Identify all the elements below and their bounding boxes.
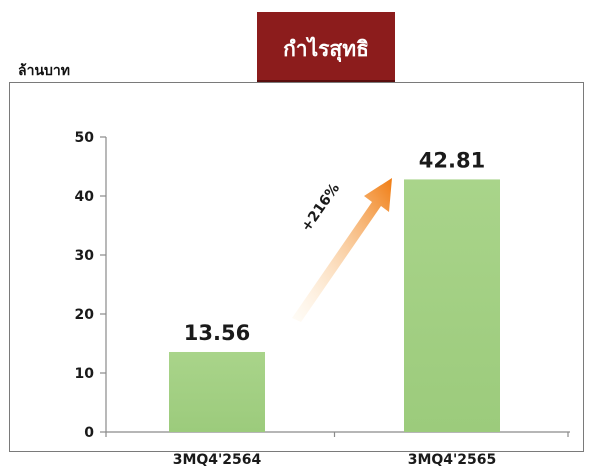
x-category-label: 3MQ4'2565	[408, 452, 497, 466]
x-category-label: 3MQ4'2564	[173, 452, 262, 466]
y-axis-unit-label: ล้านบาท	[18, 63, 70, 79]
y-tick-label: 40	[75, 189, 95, 205]
growth-arrow	[292, 178, 392, 322]
growth-annotation: +216%	[298, 181, 343, 235]
bar	[169, 351, 265, 432]
y-tick-label: 30	[75, 248, 95, 264]
bar	[404, 179, 500, 432]
chart-title: กำไรสุทธิ	[283, 36, 369, 61]
y-tick-label: 10	[75, 366, 95, 382]
y-tick-label: 50	[75, 130, 95, 146]
y-tick-label: 0	[84, 425, 94, 441]
bar-value-label: 42.81	[419, 148, 485, 172]
bar-value-label: 13.56	[184, 321, 250, 345]
chart-title-box: กำไรสุทธิ	[257, 12, 395, 82]
y-tick-label: 20	[75, 307, 95, 323]
